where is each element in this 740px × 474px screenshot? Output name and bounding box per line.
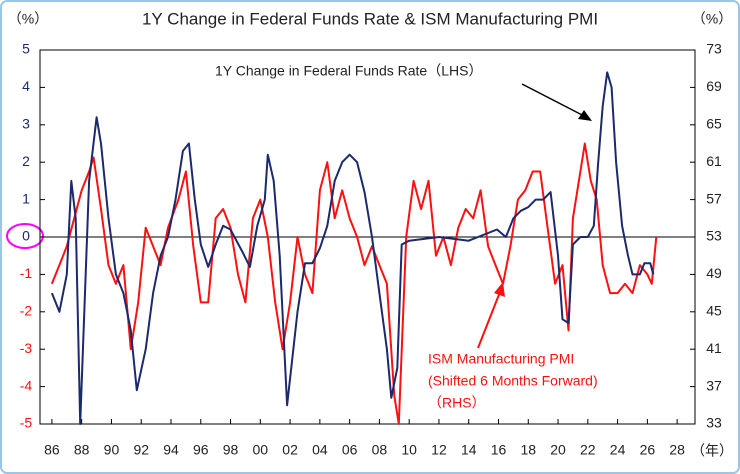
- plot: 543210-1-2-3-4-5736965615753494541373386…: [20, 41, 722, 458]
- y-tick-label: -3: [20, 340, 33, 356]
- y2-tick-label: 61: [706, 153, 722, 169]
- fed-annotation: 1Y Change in Federal Funds Rate（LHS）: [215, 63, 482, 79]
- x-tick-label: 88: [74, 442, 90, 458]
- highlight-circle: [6, 223, 44, 249]
- y2-unit: （%）: [692, 11, 732, 27]
- y2-tick-label: 45: [706, 303, 722, 319]
- ism-annotation: (Shifted 6 Months Forward): [428, 373, 598, 389]
- arrow: [521, 83, 587, 118]
- y2-tick-label: 73: [706, 41, 722, 57]
- x-tick-label: 92: [133, 442, 149, 458]
- arrow: [477, 291, 501, 349]
- x-tick-label: 24: [610, 442, 626, 458]
- x-tick-label: 26: [640, 442, 656, 458]
- y2-tick-label: 69: [706, 78, 722, 94]
- x-tick-label: 18: [520, 442, 536, 458]
- y-tick-label: -2: [20, 303, 33, 319]
- chart-title: 1Y Change in Federal Funds Rate & ISM Ma…: [142, 9, 598, 28]
- x-tick-label: 96: [193, 442, 209, 458]
- x-tick-label: 94: [163, 442, 179, 458]
- y2-tick-label: 37: [706, 377, 722, 393]
- x-tick-label: 06: [342, 442, 358, 458]
- y-tick-label: 3: [22, 116, 30, 132]
- arrow-head: [578, 110, 592, 121]
- x-tick-label: 98: [223, 442, 239, 458]
- y-tick-label: -5: [20, 415, 33, 431]
- x-tick-label: 28: [669, 442, 685, 458]
- x-tick-label: 04: [312, 442, 328, 458]
- y2-tick-label: 57: [706, 190, 722, 206]
- x-tick-label: 08: [372, 442, 388, 458]
- y2-tick-label: 41: [706, 340, 722, 356]
- x-tick-label: 10: [401, 442, 417, 458]
- x-tick-label: 22: [580, 442, 596, 458]
- x-tick-label: 16: [491, 442, 507, 458]
- series-line: [50, 71, 655, 425]
- x-tick-label: 12: [431, 442, 447, 458]
- y-tick-label: 5: [22, 41, 30, 57]
- y2-tick-label: 53: [706, 228, 722, 244]
- y-tick-label: 4: [22, 78, 30, 94]
- x-unit: （年）: [691, 443, 733, 459]
- y-unit: （%）: [8, 11, 48, 27]
- x-tick-label: 86: [44, 442, 60, 458]
- x-tick-label: 00: [253, 442, 269, 458]
- ism-annotation: （RHS）: [428, 395, 486, 411]
- y2-tick-label: 33: [706, 415, 722, 431]
- y-tick-label: 1: [22, 190, 30, 206]
- y-tick-label: -4: [20, 377, 33, 393]
- series-line: [50, 142, 658, 425]
- x-tick-label: 14: [461, 442, 477, 458]
- y-tick-label: 2: [22, 153, 30, 169]
- x-tick-label: 20: [550, 442, 566, 458]
- y-tick-label: -1: [20, 265, 33, 281]
- y2-tick-label: 65: [706, 116, 722, 132]
- y2-tick-label: 49: [706, 265, 722, 281]
- arrow-head: [494, 282, 505, 297]
- x-tick-label: 02: [282, 442, 298, 458]
- ism-annotation: ISM Manufacturing PMI: [428, 351, 574, 367]
- y-tick-label: 0: [22, 228, 30, 244]
- x-tick-label: 90: [104, 442, 120, 458]
